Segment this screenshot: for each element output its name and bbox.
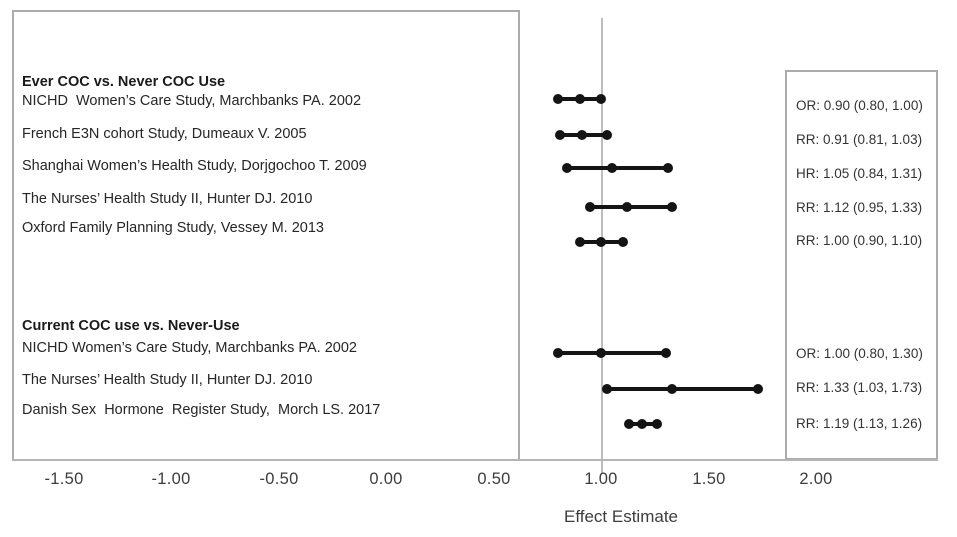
x-axis-line	[12, 459, 938, 461]
x-axis-tick-label: -0.50	[259, 470, 299, 488]
estimate-label: HR: 1.05 (0.84, 1.31)	[796, 166, 923, 181]
study-label: The Nurses’ Health Study II, Hunter DJ. …	[22, 372, 313, 388]
ci-high-cap-dot	[652, 419, 662, 429]
ci-high-cap-dot	[667, 202, 677, 212]
study-label: Oxford Family Planning Study, Vessey M. …	[22, 220, 324, 236]
point-estimate-dot	[622, 202, 632, 212]
study-label: NICHD Women’s Care Study, Marchbanks PA.…	[22, 340, 357, 356]
ci-low-cap-dot	[602, 384, 612, 394]
point-estimate-dot	[596, 237, 606, 247]
estimate-label: RR: 0.91 (0.81, 1.03)	[796, 132, 923, 147]
ci-low-cap-dot	[624, 419, 634, 429]
confidence-interval-line	[558, 351, 666, 355]
x-axis-tick-label: -1.00	[151, 470, 191, 488]
point-estimate-dot	[575, 94, 585, 104]
estimate-label: RR: 1.33 (1.03, 1.73)	[796, 380, 923, 395]
study-label: French E3N cohort Study, Dumeaux V. 2005	[22, 126, 307, 142]
x-axis-tick-label: 0.00	[369, 470, 403, 488]
estimates-panel-border	[785, 70, 938, 460]
group-header: Ever COC vs. Never COC Use	[22, 74, 226, 90]
study-label: Danish Sex Hormone Register Study, Morch…	[22, 402, 381, 418]
point-estimate-dot	[667, 384, 677, 394]
estimate-label: RR: 1.00 (0.90, 1.10)	[796, 233, 923, 248]
x-axis-tick-label: 1.50	[692, 470, 726, 488]
study-label: NICHD Women’s Care Study, Marchbanks PA.…	[22, 93, 362, 109]
point-estimate-dot	[596, 348, 606, 358]
x-axis-tick-label: 2.00	[799, 470, 833, 488]
confidence-interval-line	[567, 166, 668, 170]
ci-high-cap-dot	[618, 237, 628, 247]
ci-high-cap-dot	[753, 384, 763, 394]
ci-high-cap-dot	[661, 348, 671, 358]
ci-low-cap-dot	[562, 163, 572, 173]
estimate-label: RR: 1.12 (0.95, 1.33)	[796, 200, 923, 215]
ci-high-cap-dot	[602, 130, 612, 140]
x-axis-tick-label: -1.50	[44, 470, 84, 488]
point-estimate-dot	[607, 163, 617, 173]
estimate-label: RR: 1.19 (1.13, 1.26)	[796, 416, 923, 431]
x-axis-title: Effect Estimate	[563, 507, 678, 526]
ci-low-cap-dot	[553, 348, 563, 358]
ci-high-cap-dot	[596, 94, 606, 104]
point-estimate-dot	[637, 419, 647, 429]
study-label: Shanghai Women’s Health Study, Dorjgocho…	[22, 158, 367, 174]
ci-high-cap-dot	[663, 163, 673, 173]
estimate-label: OR: 0.90 (0.80, 1.00)	[796, 98, 923, 113]
x-axis-tick-label: 1.00	[584, 470, 618, 488]
ci-low-cap-dot	[575, 237, 585, 247]
ci-low-cap-dot	[585, 202, 595, 212]
x-axis-tick-label: 0.50	[477, 470, 511, 488]
confidence-interval-line	[607, 387, 758, 391]
study-label: The Nurses’ Health Study II, Hunter DJ. …	[22, 191, 313, 207]
group-header: Current COC use vs. Never-Use	[22, 318, 240, 334]
ci-low-cap-dot	[555, 130, 565, 140]
point-estimate-dot	[577, 130, 587, 140]
estimate-label: OR: 1.00 (0.80, 1.30)	[796, 346, 923, 361]
ci-low-cap-dot	[553, 94, 563, 104]
